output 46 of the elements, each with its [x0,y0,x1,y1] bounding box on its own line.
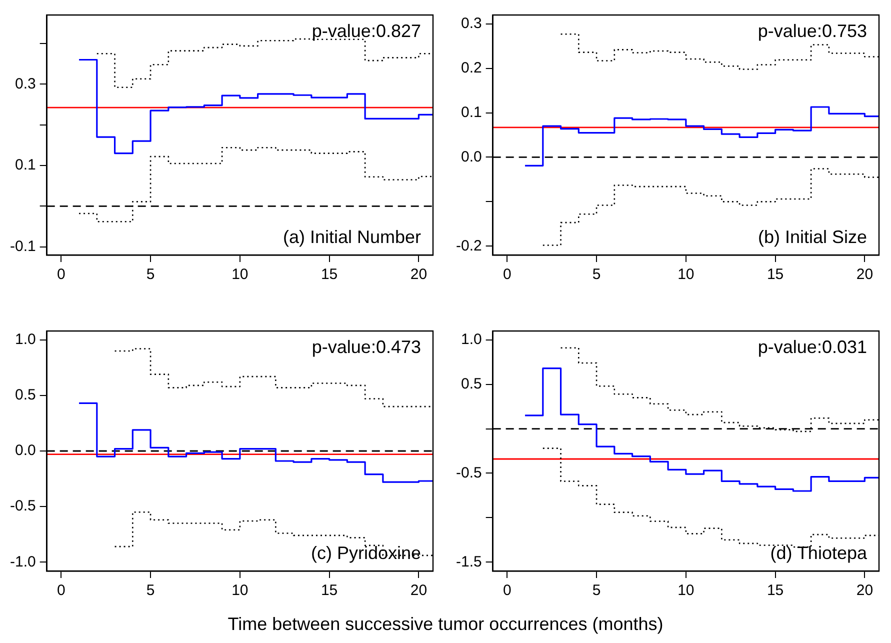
y-tick-label: 0.5 [460,375,482,392]
x-tick-label: 10 [678,582,694,600]
y-tick-label: -0.5 [456,464,482,482]
y-tick-label: 0.5 [14,386,36,404]
x-tick-label: 5 [592,582,601,600]
y-tick-label: 0.1 [460,104,482,121]
y-tick-label: -0.1 [10,238,36,256]
x-tick-label: 20 [856,266,874,284]
y-tick-label: 1.0 [460,331,482,348]
x-tick-label: 10 [232,582,248,600]
x-tick-label: 10 [232,266,248,284]
annotation: (d) Thiotepa [770,542,868,563]
y-tick-label: -1.5 [456,553,482,570]
y-tick-label: 1.0 [14,331,36,348]
x-tick-label: 15 [766,266,784,284]
x-tick-label: 15 [320,582,338,600]
x-tick-label: 5 [146,266,155,284]
annotation: (a) Initial Number [282,226,421,247]
annotation: (b) Initial Size [758,226,867,247]
y-tick-label: 0.0 [14,442,36,460]
y-tick-label: 0.3 [460,15,482,32]
y-tick-label: 0.0 [460,148,482,166]
y-tick-label: -1.0 [10,553,36,570]
x-tick-label: 20 [856,582,874,600]
annotation: p-value:0.753 [758,20,867,41]
x-tick-label: 0 [56,266,66,284]
x-tick-label: 10 [678,266,694,284]
x-tick-label: 20 [410,266,428,284]
y-tick-label: 0.1 [14,156,36,174]
annotation: p-value:0.473 [312,336,421,357]
x-tick-label: 15 [766,582,784,600]
y-tick-label: -0.2 [456,237,482,254]
x-axis-title: Time between successive tumor occurrences (months) [226,614,664,635]
annotation: p-value:0.031 [758,336,867,357]
x-tick-label: 0 [56,582,66,600]
x-tick-label: 15 [320,266,338,284]
annotation: p-value:0.827 [312,20,421,41]
x-tick-label: 0 [502,266,512,284]
y-tick-label: 0.3 [14,75,36,92]
y-tick-label: 0.2 [460,59,482,76]
x-tick-label: 20 [410,582,428,600]
annotation: (c) Pyridoxine [310,542,421,563]
x-tick-label: 5 [592,266,601,284]
y-tick-label: -0.5 [10,498,36,515]
x-tick-label: 0 [502,582,512,600]
x-tick-label: 5 [146,582,155,600]
